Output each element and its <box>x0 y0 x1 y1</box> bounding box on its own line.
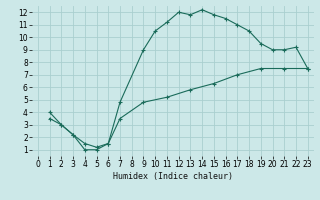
X-axis label: Humidex (Indice chaleur): Humidex (Indice chaleur) <box>113 172 233 181</box>
